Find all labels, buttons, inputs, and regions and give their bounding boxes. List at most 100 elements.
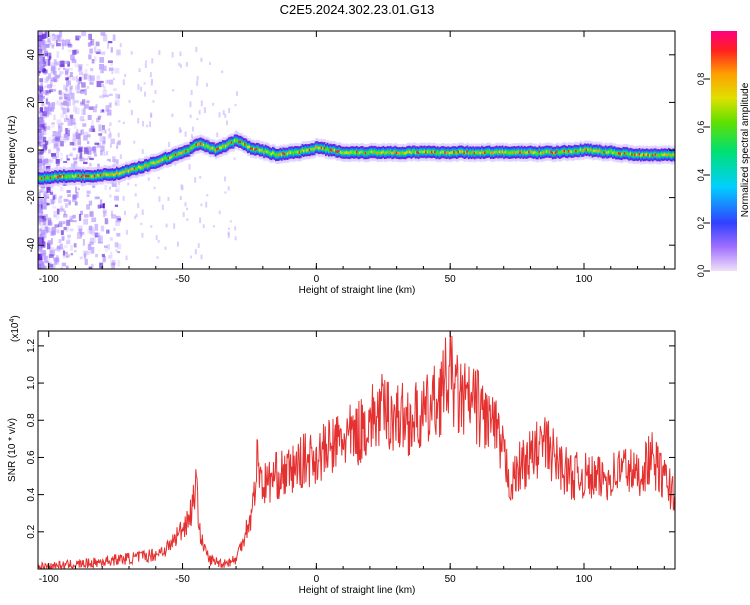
heatmap-cell [648,154,652,157]
heatmap-speckle [52,206,57,209]
heatmap-speckle [48,160,54,164]
heatmap-speckle [97,232,101,237]
heatmap-cell [39,177,43,180]
heatmap-cell [254,148,257,151]
heatmap-speckle [54,248,58,251]
heatmap-speckle [58,74,62,77]
heatmap-speckle [80,89,86,92]
heatmap-cell [151,161,154,165]
heatmap-speckle [93,236,97,244]
heatmap-speckle [67,75,71,80]
heatmap-speckle [87,114,92,120]
heatmap-speckle [50,249,56,257]
heatmap-speckle [52,231,56,236]
heatmap-cell [637,153,640,157]
heatmap-speckle [87,228,92,234]
heatmap-speckle [76,232,82,239]
heatmap-speckle [69,85,73,90]
heatmap-cell [114,173,118,176]
heatmap-speckle [83,253,87,259]
heatmap-cell [644,153,648,157]
heatmap-cell [432,150,436,153]
heatmap-cell [407,150,411,153]
heatmap-speckle [72,132,78,140]
heatmap-speckle [55,139,60,143]
heatmap-speckle [50,42,55,47]
heatmap-cell [357,151,361,155]
heatmap-speckle [73,161,78,167]
heatmap-speckle [86,100,90,104]
heatmap-cell [295,150,299,154]
heatmap-speckle [156,256,159,259]
heatmap-cell [339,150,343,154]
heatmap-speckle [117,140,122,145]
heatmap-speckle [171,113,174,118]
heatmap-cell [108,173,112,177]
heatmap-cell [327,149,331,152]
heatmap-speckle [99,136,104,142]
heatmap-speckle [42,51,46,55]
heatmap-speckle [112,77,115,80]
heatmap-cell [392,151,396,154]
heatmap-speckle [51,102,55,109]
heatmap-speckle [49,103,53,108]
heatmap-cell [534,151,537,154]
heatmap-speckle [109,143,112,148]
heatmap-speckle [38,136,42,140]
heatmap-speckle [43,214,48,221]
heatmap-cell [239,140,243,144]
heatmap-cell [550,150,553,153]
heatmap-speckle [60,102,64,109]
heatmap-speckle [84,147,89,155]
heatmap-speckle [53,114,56,121]
heatmap-speckle [67,236,71,242]
heatmap-speckle [147,177,150,181]
heatmap-speckle [69,87,73,94]
heatmap-speckle [229,220,232,223]
heatmap-cell [670,154,674,157]
heatmap-speckle [63,93,67,100]
heatmap-cell [576,150,580,153]
heatmap-cell [433,150,437,154]
heatmap-cell [456,151,459,155]
heatmap-speckle [118,120,121,123]
heatmap-cell [604,150,608,153]
heatmap-speckle [39,228,42,232]
heatmap-speckle [89,227,95,234]
heatmap-speckle [56,229,60,234]
heatmap-speckle [40,97,44,102]
heatmap-cell [261,149,265,152]
heatmap-cell [613,151,617,154]
heatmap-cell [298,151,302,154]
heatmap-speckle [75,131,79,137]
heatmap-speckle [52,70,57,75]
heatmap-cell [495,150,499,153]
heatmap-speckle [73,161,78,164]
heatmap-speckle [53,210,57,218]
heatmap-cell [579,148,583,151]
heatmap-cell [42,177,46,180]
heatmap-cell [467,152,471,155]
heatmap-speckle [47,125,51,130]
y-tick-label: 1.2 [26,338,37,352]
heatmap-speckle [63,100,67,106]
heatmap-cell [201,143,204,146]
heatmap-speckle [38,238,43,245]
heatmap-speckle [109,122,112,127]
heatmap-speckle [98,235,103,241]
spectrogram-xlabel: Height of straight line (km) [299,285,416,296]
heatmap-speckle [76,35,81,39]
heatmap-speckle [64,226,69,232]
heatmap-speckle [96,117,100,123]
heatmap-cell [229,141,232,144]
heatmap-speckle [54,215,57,218]
heatmap-speckle [47,149,52,154]
heatmap-speckle [51,263,56,269]
heatmap-speckle [105,229,108,234]
heatmap-cell [612,151,615,155]
heatmap-cell [336,150,340,154]
heatmap-speckle [55,158,60,164]
heatmap-speckle [48,73,52,80]
heatmap-speckle [100,32,106,36]
heatmap-cell [170,155,174,158]
